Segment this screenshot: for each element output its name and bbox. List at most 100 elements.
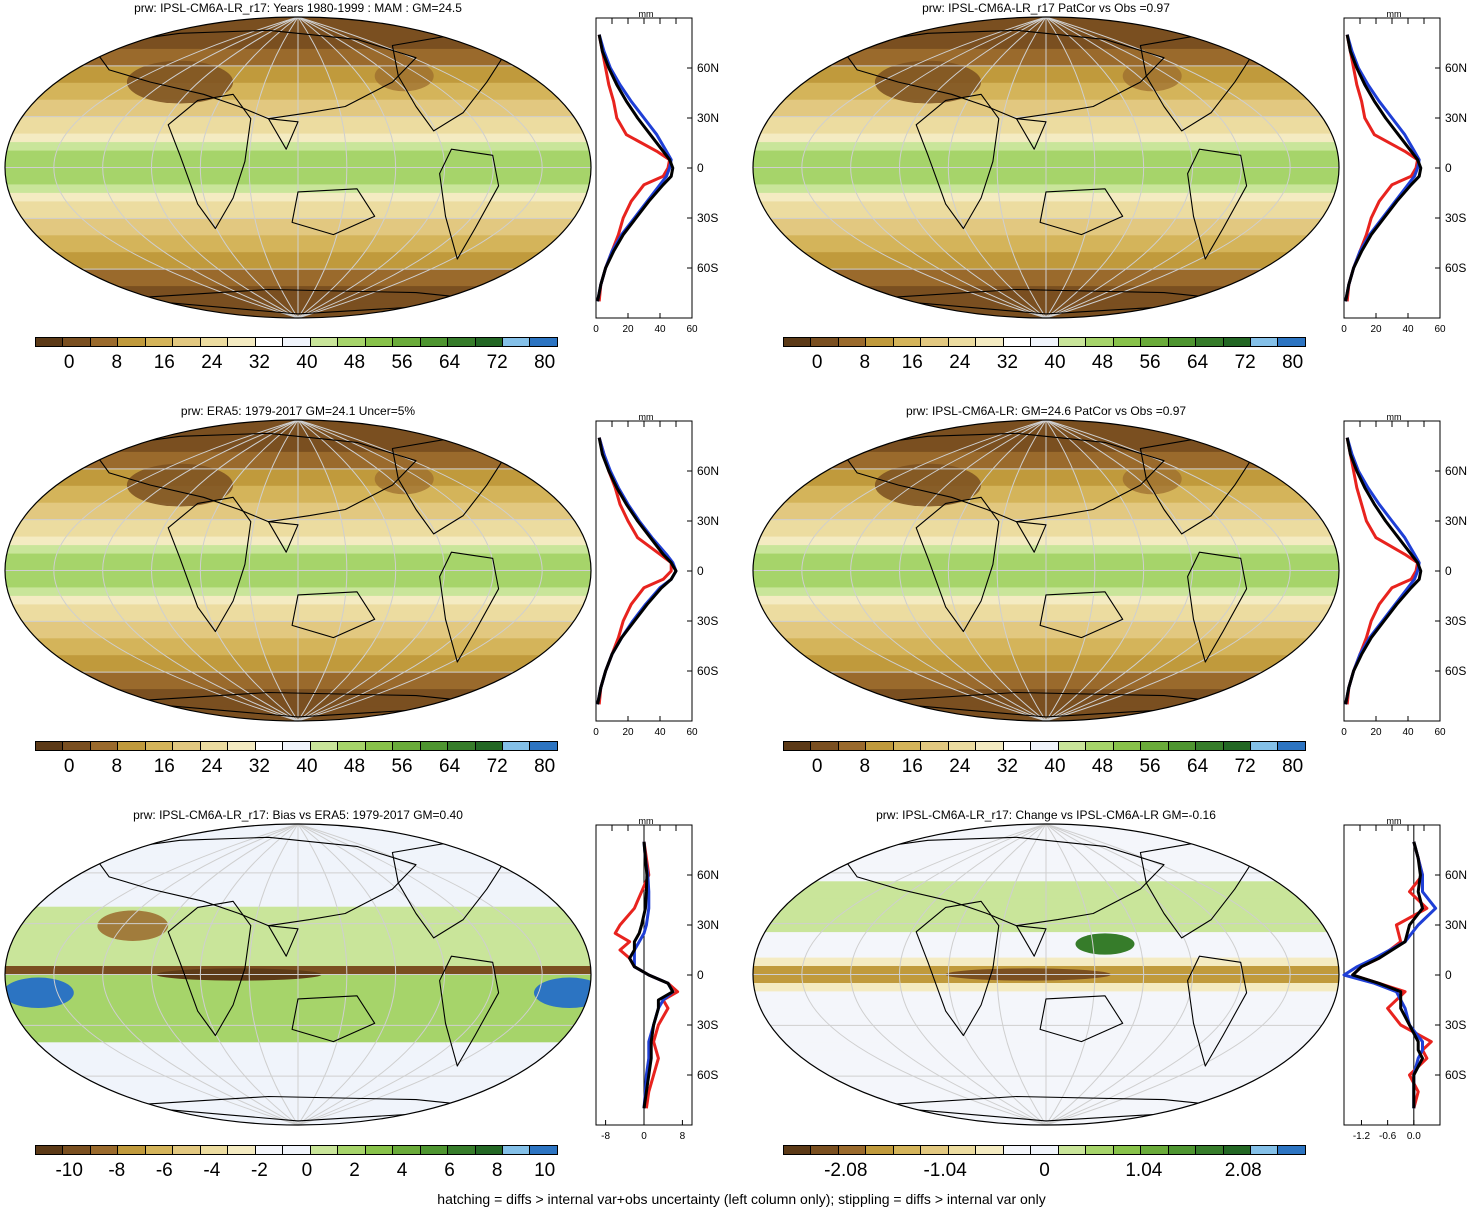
graticule-meridian	[1045, 17, 1144, 318]
coastline	[1039, 188, 1124, 236]
lat-label: 60S	[697, 261, 718, 275]
graticule-meridian	[899, 17, 1047, 318]
colorbar-swatch	[283, 1146, 311, 1154]
coastline	[1015, 925, 1047, 957]
colorbar-swatch	[1223, 1146, 1251, 1154]
coastline	[1015, 118, 1047, 150]
graticule-meridian	[248, 824, 299, 1125]
colorbar-tick-label: 16	[901, 756, 923, 777]
lat-label: 30N	[1445, 111, 1467, 125]
colorbar-tick-label: 72	[1234, 352, 1256, 373]
colorbar-swatch	[784, 338, 812, 346]
colorbar-swatch	[1168, 742, 1197, 750]
colorbar-tick-label: 8	[491, 1160, 503, 1181]
graticule-meridian	[297, 420, 396, 721]
footnote: hatching = diffs > internal var+obs unce…	[437, 1191, 1046, 1207]
world-map	[4, 823, 592, 1126]
lat-label: 60S	[697, 664, 718, 678]
colorbar-swatch	[365, 338, 394, 346]
colorbar-swatch	[838, 1146, 867, 1154]
graticule-meridian	[53, 824, 299, 1125]
x-tick-label: 0	[593, 727, 599, 738]
lat-label: 0	[1445, 564, 1452, 578]
colorbar-tick-label: 56	[1139, 756, 1161, 777]
colorbar-swatch	[811, 742, 839, 750]
colorbar-swatch	[866, 1146, 894, 1154]
colorbar-tick-label: 16	[153, 756, 175, 777]
graticule-meridian	[297, 824, 543, 1125]
x-tick-label: -8	[601, 1131, 610, 1142]
colorbar-swatch	[173, 338, 201, 346]
colorbar-tick-label: 2.08	[1224, 1160, 1262, 1181]
colorbar-swatch	[921, 742, 949, 750]
colorbar-tick-label: 6	[444, 1160, 455, 1181]
colorbar-tick-label: 0	[63, 756, 75, 777]
colorbar-swatch	[118, 338, 146, 346]
graticule-meridian	[200, 824, 299, 1125]
colorbar-swatch	[228, 338, 256, 346]
colorbar-swatch	[976, 1146, 1004, 1154]
coastline	[838, 836, 1165, 927]
colorbar-swatch	[1250, 1146, 1279, 1154]
colorbar-swatch	[365, 742, 394, 750]
map-border	[4, 16, 592, 319]
zonal-profile: mm 60N 30N 0 30S 60S 0 20 40 60	[593, 9, 719, 335]
x-tick-label: 20	[1370, 324, 1382, 335]
colorbar-tick-label: 56	[1139, 352, 1161, 373]
graticule-meridian	[297, 420, 445, 721]
world-map	[752, 16, 1340, 319]
profile-unit: mm	[639, 412, 654, 422]
graticule-meridian	[53, 17, 299, 318]
coastline	[1187, 955, 1248, 1067]
coastline	[1246, 833, 1283, 860]
graticule-meridian	[801, 824, 1047, 1125]
colorbar-swatch	[948, 1146, 977, 1154]
colorbar-tick-label: 0	[63, 352, 75, 373]
colorbar-swatch	[1003, 338, 1032, 346]
colorbar	[35, 1145, 558, 1155]
colorbar-tick-label: 24	[949, 352, 971, 373]
colorbar	[783, 741, 1306, 751]
colorbar-swatch	[838, 338, 867, 346]
colorbar-swatch	[1250, 742, 1279, 750]
colorbar-swatch	[921, 1146, 949, 1154]
lat-label: 60N	[1445, 464, 1467, 478]
colorbar-swatch	[976, 338, 1004, 346]
colorbar-swatch	[200, 1146, 229, 1154]
colorbar-swatch	[1086, 338, 1114, 346]
colorbar-tick-label: 0	[1039, 1160, 1050, 1181]
graticule-meridian	[151, 420, 299, 721]
colorbar-swatch	[893, 338, 922, 346]
colorbar-swatch	[1141, 1146, 1169, 1154]
coastline	[291, 591, 376, 639]
x-tick-label: 0	[1341, 727, 1347, 738]
colorbar	[783, 1145, 1306, 1155]
graticule-meridian	[151, 824, 299, 1125]
lat-label: 0	[1445, 161, 1452, 175]
graticule-meridian	[1045, 420, 1193, 721]
colorbar-swatch	[173, 1146, 201, 1154]
colorbar-swatch	[921, 338, 949, 346]
colorbar-swatch	[530, 1146, 557, 1154]
colorbar-swatch	[283, 742, 311, 750]
lat-label: 30S	[1445, 211, 1466, 225]
colorbar-tick-label: 48	[343, 756, 366, 777]
lat-label: 30N	[1445, 514, 1467, 528]
x-tick-label: 8	[680, 1131, 686, 1142]
world-map	[4, 16, 592, 319]
x-tick-label: -0.6	[1379, 1131, 1397, 1142]
colorbar	[35, 741, 558, 751]
graticule-meridian	[297, 824, 494, 1125]
graticule-meridian	[1045, 824, 1144, 1125]
colorbar-swatch	[1278, 338, 1305, 346]
coastline	[90, 29, 417, 120]
coastline	[498, 833, 535, 860]
colorbar-swatch	[1223, 338, 1251, 346]
colorbar-tick-label: 80	[1282, 352, 1304, 373]
zonal-profile: mm 60N 30N 0 30S 60S 0 20 40 60	[1341, 412, 1467, 738]
zonal-profile: mm 60N 30N 0 30S 60S 0 20 40 60	[593, 412, 719, 738]
colorbar-swatch	[475, 338, 503, 346]
lat-label: 60S	[1445, 664, 1466, 678]
colorbar-swatch	[784, 1146, 812, 1154]
coastline	[90, 432, 417, 523]
